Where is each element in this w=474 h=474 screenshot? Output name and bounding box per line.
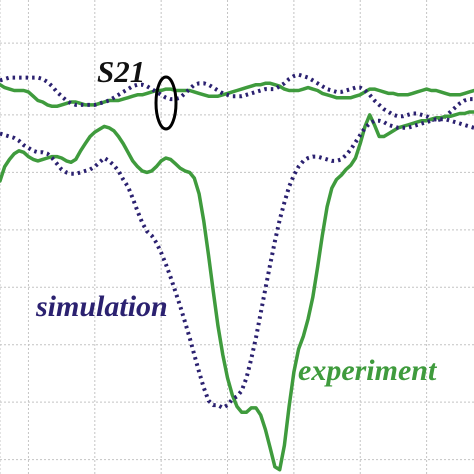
data-series [0,72,474,472]
series-line-experiment-2 [0,110,474,472]
s21-label: S21 [97,54,145,89]
experiment-label: experiment [298,354,438,387]
series-line-simulation-1 [0,72,474,123]
simulation-label: simulation [35,290,168,323]
series-line-simulation-3 [0,117,474,410]
s21-group-ellipse [154,75,178,131]
series-line-experiment-0 [0,81,474,109]
